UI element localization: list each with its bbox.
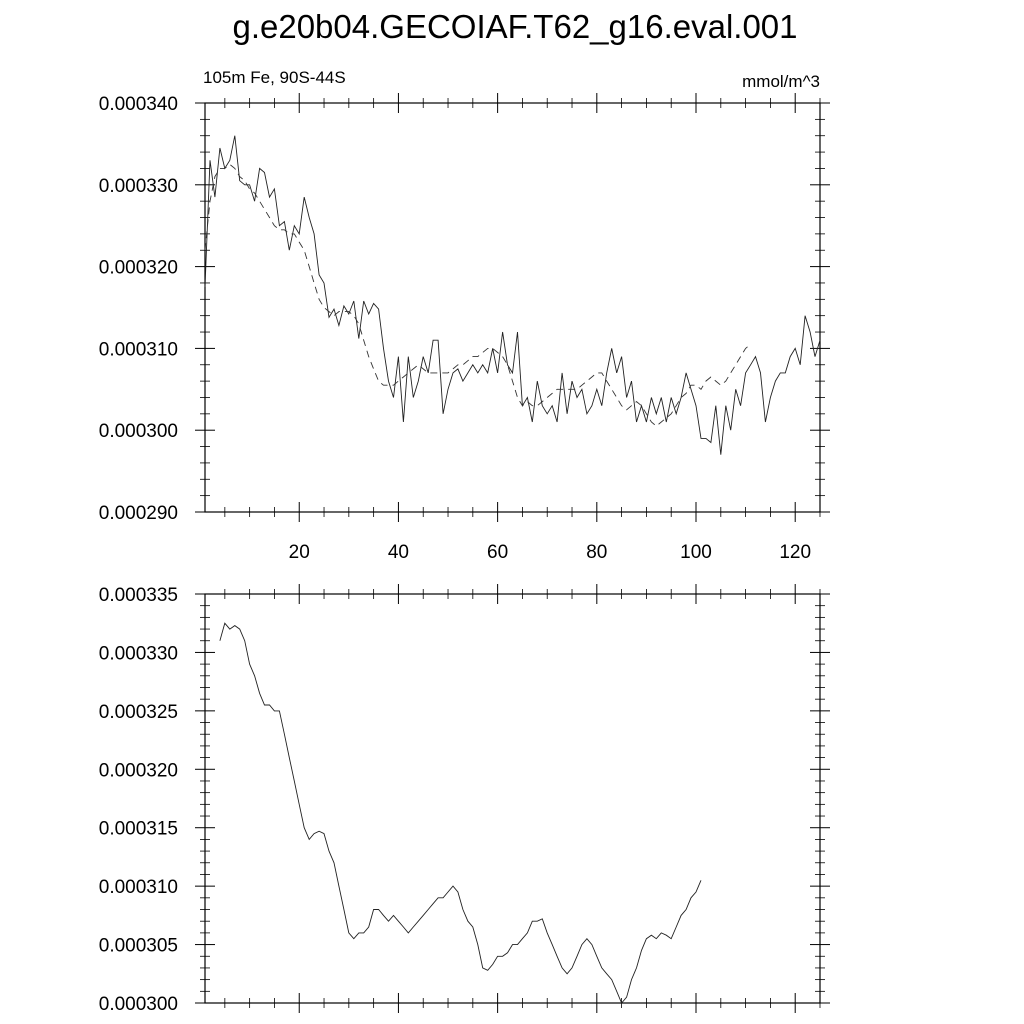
units-label: mmol/m^3: [742, 72, 820, 91]
y-tick-label: 0.000315: [99, 819, 178, 840]
y-tick-label: 0.000335: [99, 585, 178, 606]
x-tick-label: 120: [779, 542, 811, 563]
y-tick-label: 0.000325: [99, 702, 178, 723]
top-panel: 0.000290 0.000300 0.000310 0.000320 0.000330…: [99, 68, 830, 563]
x-tick-label: 20: [289, 542, 310, 563]
y-tick-label: 0.000290: [99, 503, 178, 524]
y-tick-label: 0.000330: [99, 176, 178, 197]
y-tick-label: 0.000310: [99, 339, 178, 360]
y-tick-label: 0.000320: [99, 258, 178, 279]
y-tick-label: 0.000340: [99, 94, 178, 115]
data-series-line: [219, 622, 702, 1004]
y-tick-label: 0.000320: [99, 760, 178, 781]
data-series-line: [204, 135, 821, 455]
bottom-panel: 0.000300 0.000305 0.000310 0.000315 0.000320…: [99, 584, 830, 1015]
variable-label: 105m Fe, 90S-44S: [203, 68, 346, 87]
x-tick-label: 60: [487, 542, 508, 563]
y-tick-label: 0.000330: [99, 643, 178, 664]
x-tick-label: 100: [680, 542, 712, 563]
y-tick-label: 0.000305: [99, 936, 178, 957]
smoothed-series-line: [204, 163, 751, 427]
y-tick-label: 0.000300: [99, 421, 178, 442]
y-tick-label: 0.000310: [99, 877, 178, 898]
plot-frame: [204, 102, 821, 513]
y-tick-label: 0.000300: [99, 994, 178, 1015]
x-tick-label: 80: [586, 542, 607, 563]
x-tick-label: 40: [388, 542, 409, 563]
chart-title: g.e20b04.GECOIAF.T62_g16.eval.001: [232, 8, 798, 45]
plot-frame: [204, 593, 821, 1004]
